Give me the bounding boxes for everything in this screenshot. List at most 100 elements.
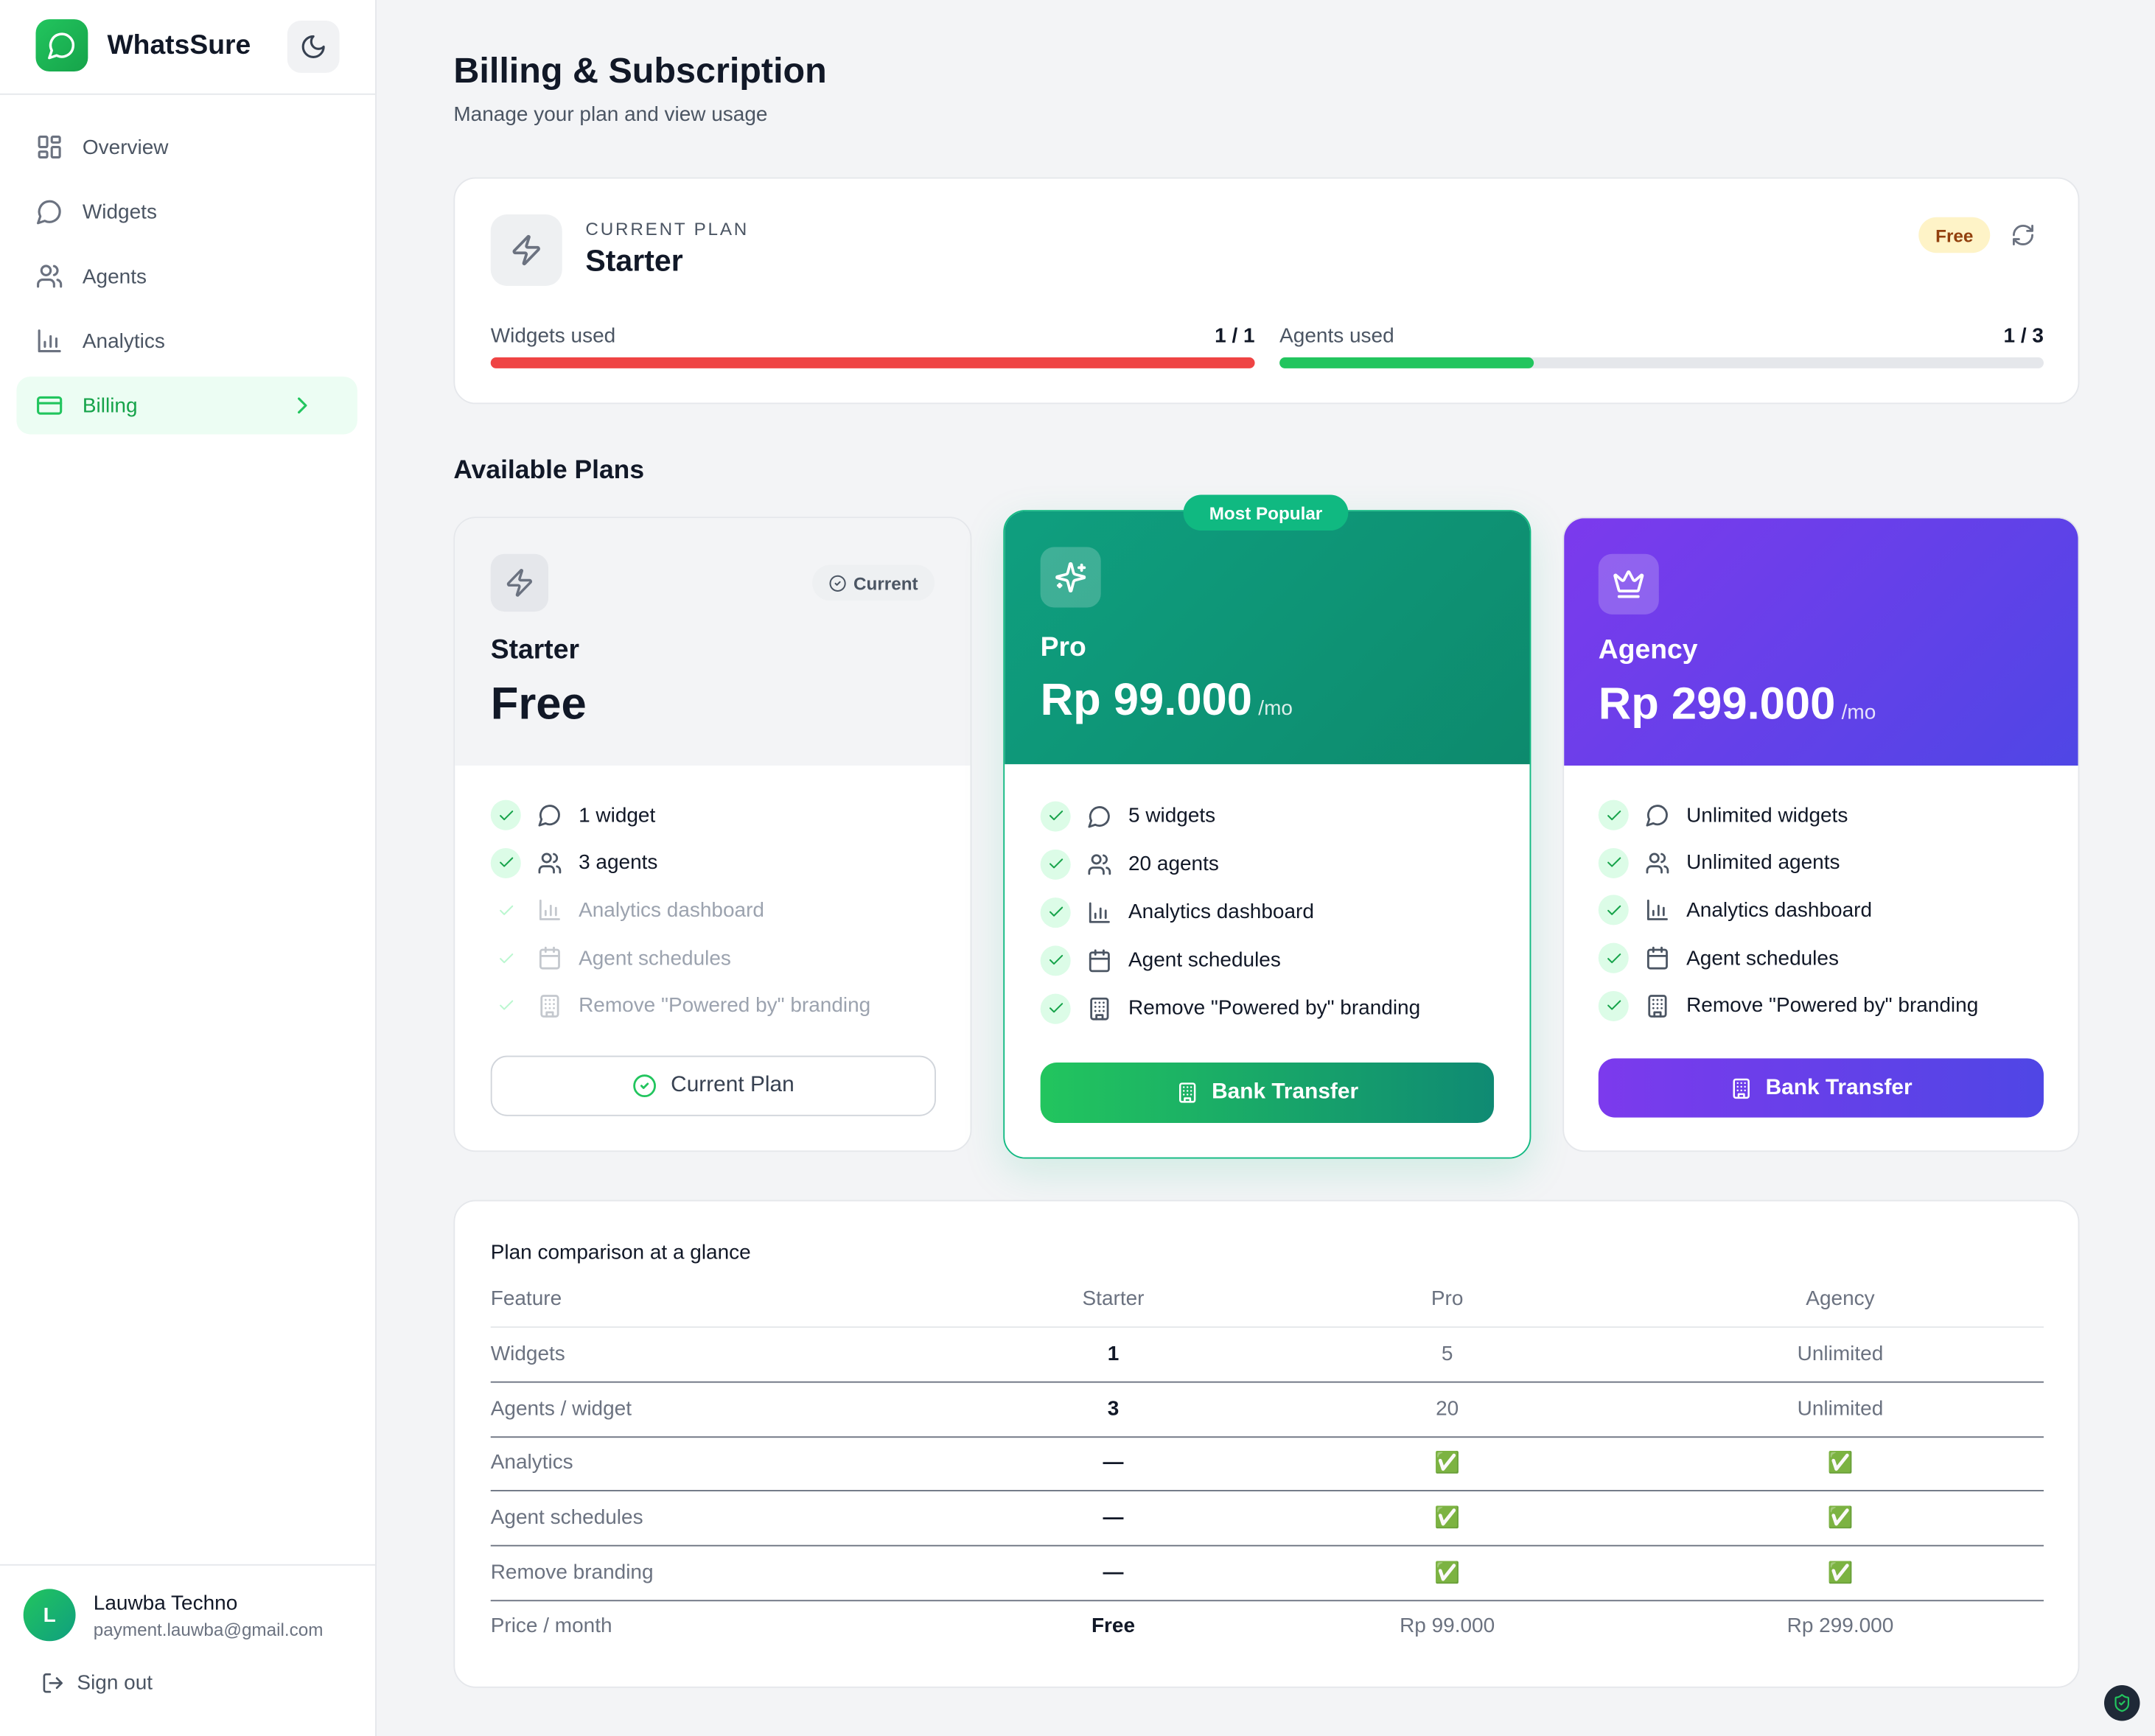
usage-value: 1 / 3	[2003, 324, 2044, 348]
check-icon	[499, 810, 513, 820]
calendar-icon	[539, 946, 560, 970]
usage-label: Agents used	[1279, 324, 1394, 348]
comparison-title: Plan comparison at a glance	[490, 1241, 751, 1265]
zap-icon	[506, 569, 532, 597]
table-cell: 20	[1436, 1397, 1459, 1421]
check	[1040, 800, 1071, 831]
feature: Remove "Powered by" branding	[1040, 984, 1420, 1032]
plan-header	[1005, 511, 1530, 765]
current-plan-label: CURRENT PLAN	[585, 218, 750, 239]
zap-icon	[512, 234, 540, 266]
sidebar: WhatsSure Overview Widgets Agents Analytics…	[0, 0, 377, 1736]
feature-text: Agent schedules	[579, 946, 731, 970]
feature-text: Analytics dashboard	[1128, 900, 1314, 924]
feature-icon	[537, 946, 562, 971]
feature-icon	[1087, 803, 1112, 828]
table-cell: Price / month	[490, 1614, 612, 1638]
plan-icon	[490, 214, 562, 287]
nav-item[interactable]: Billing	[16, 377, 357, 435]
avatar: L	[23, 1589, 76, 1642]
status-label: Current	[853, 572, 918, 593]
usage-label: Widgets used	[490, 324, 616, 348]
feature-text: Agent schedules	[1128, 948, 1281, 972]
plan-header	[1564, 518, 2078, 766]
feature-icon	[537, 850, 562, 875]
table-cell: Remove branding	[490, 1561, 654, 1584]
feature-text: Unlimited widgets	[1686, 803, 1848, 827]
nav-item[interactable]: Analytics	[16, 312, 357, 369]
building-icon	[1178, 1082, 1195, 1103]
feature-text: 1 widget	[579, 803, 656, 827]
shield-icon	[2114, 1694, 2130, 1712]
table-cell: Agents / widget	[490, 1397, 632, 1421]
table-cell: —	[1103, 1450, 1124, 1474]
card-icon	[37, 396, 63, 415]
sign-out[interactable]: Sign out	[41, 1671, 153, 1695]
feature: Agent schedules	[1598, 934, 1979, 982]
moon-icon	[301, 35, 325, 58]
check-icon	[1049, 858, 1063, 869]
feature: Remove "Powered by" branding	[491, 982, 870, 1030]
table-cell: —	[1103, 1561, 1124, 1584]
feature: 1 widget	[490, 791, 871, 839]
check	[490, 800, 521, 831]
plan-name: Agency	[1598, 634, 1698, 665]
usage-value: 1 / 1	[1215, 324, 1255, 348]
nav-item[interactable]: Agents	[16, 248, 357, 305]
check	[491, 895, 521, 925]
users-icon	[1646, 853, 1669, 874]
chat-icon	[1088, 805, 1110, 827]
check	[490, 847, 521, 878]
feature-list: 5 widgets 20 agents Analytics dashboard Age…	[1040, 791, 1421, 1032]
comparison-card: Plan comparison at a glance Feature Start…	[453, 1200, 2080, 1688]
feature-icon	[537, 993, 562, 1018]
check	[1598, 942, 1629, 973]
table-cell: 1	[1107, 1342, 1120, 1366]
current-plan-button[interactable]: Current Plan	[490, 1055, 936, 1116]
feature-icon	[1087, 948, 1112, 973]
check	[491, 943, 521, 973]
feature-text: Unlimited agents	[1686, 851, 1840, 875]
nav-label: Analytics	[82, 329, 165, 353]
check	[1598, 800, 1629, 831]
feature: Analytics dashboard	[1040, 888, 1421, 936]
refresh-button[interactable]	[2011, 223, 2036, 248]
feature: Remove "Powered by" branding	[1598, 982, 1978, 1030]
row-divider	[490, 1436, 2044, 1438]
row-divider	[490, 1490, 2044, 1491]
bank-transfer-button[interactable]: Bank Transfer	[1598, 1058, 2044, 1118]
table-cell: Unlimited	[1797, 1397, 1884, 1421]
nav-item[interactable]: Widgets	[16, 183, 357, 240]
feature: 20 agents	[1040, 840, 1421, 888]
check	[1598, 895, 1629, 926]
nav-label: Billing	[82, 393, 138, 418]
calendar-icon	[1089, 948, 1110, 972]
plan-price: Free	[490, 677, 587, 729]
plan-card: Pro Rp 99.000 /mo 5 widgets 20 agents Anal…	[1003, 510, 1531, 1159]
chart-icon	[539, 900, 560, 921]
theme-toggle[interactable]	[287, 20, 340, 73]
check-icon	[499, 953, 513, 963]
sign-out-label: Sign out	[77, 1671, 153, 1695]
plan-icon	[1040, 547, 1101, 608]
check	[491, 990, 521, 1021]
feature-icon	[537, 898, 562, 923]
nav-label: Widgets	[82, 200, 157, 224]
plan-card: Current Starter Free 1 widget 3 agents Ana…	[453, 517, 972, 1152]
building-icon	[1648, 994, 1667, 1018]
table-cell: ✅	[1827, 1506, 1854, 1530]
chat-icon	[1646, 805, 1668, 827]
users-icon	[37, 265, 63, 288]
feature-icon	[537, 803, 562, 828]
logout-icon	[43, 1673, 63, 1693]
feature-icon	[1645, 898, 1670, 923]
plan-period: /mo	[1841, 701, 1876, 725]
bank-transfer-button[interactable]: Bank Transfer	[1040, 1062, 1495, 1124]
grid-icon	[38, 136, 61, 159]
status-pill: Current	[812, 564, 935, 601]
nav-item[interactable]: Overview	[16, 118, 357, 175]
chart-icon	[1646, 900, 1668, 921]
table-cell: Unlimited	[1797, 1342, 1884, 1366]
